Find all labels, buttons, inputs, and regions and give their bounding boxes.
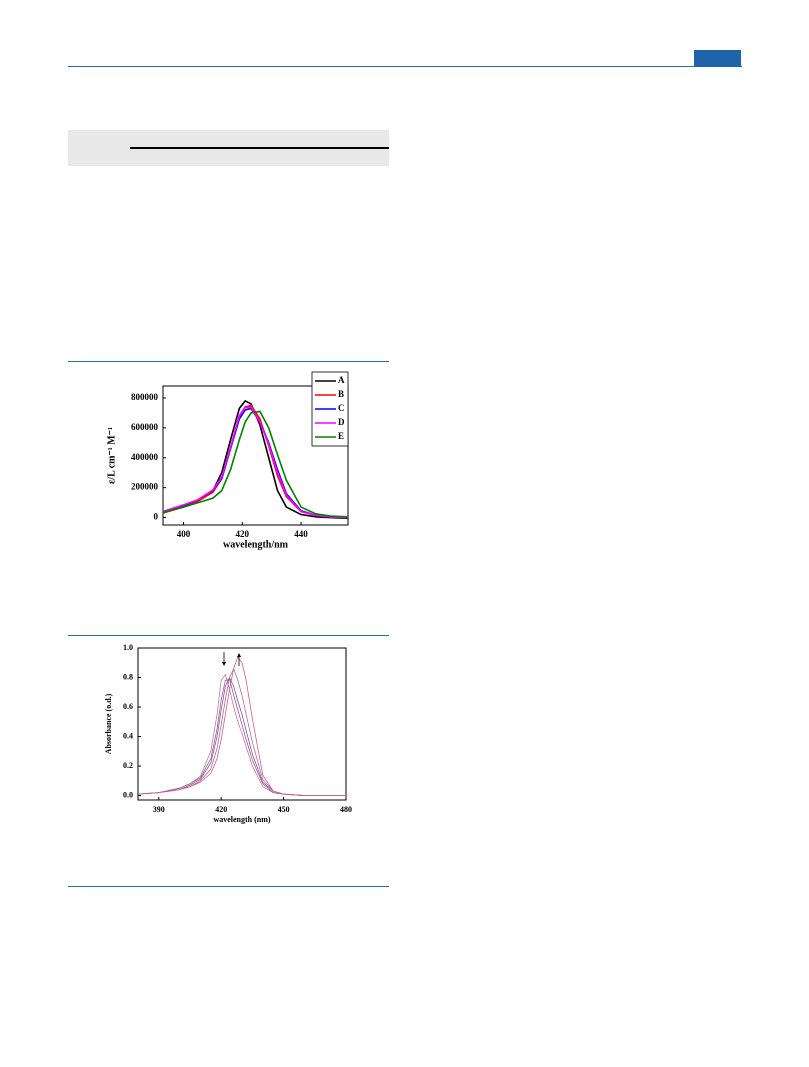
y-axis-label: ε/L cm⁻¹ M⁻¹ [106, 427, 117, 484]
table-rule [130, 147, 389, 149]
y-tick-label: 0.8 [123, 672, 133, 681]
y-tick-label: 0.2 [123, 761, 133, 770]
legend-label: C [338, 403, 345, 413]
y-tick-label: 800000 [131, 392, 159, 402]
y-tick-label: 0.6 [123, 702, 133, 711]
y-tick-label: 1.0 [123, 643, 133, 652]
plot-frame [137, 647, 347, 801]
x-tick-label: 440 [294, 529, 308, 539]
figure-rule [68, 886, 389, 887]
y-tick-label: 600000 [131, 422, 159, 432]
x-tick-label: 400 [177, 529, 191, 539]
series-line [137, 667, 346, 796]
figure-rule [68, 635, 389, 636]
legend-label: B [338, 389, 344, 399]
x-tick-label: 420 [236, 529, 250, 539]
legend-label: D [338, 417, 345, 427]
header-rule [68, 66, 742, 67]
legend-label: E [338, 431, 344, 441]
arrows [222, 652, 241, 666]
y-tick-label: 0.4 [123, 731, 133, 740]
x-tick-label: 450 [278, 805, 290, 814]
plot-frame [162, 385, 349, 526]
figure-rule [68, 361, 389, 362]
chart: 400 420 440 0 200000 400000 600000 800000 wavele… [106, 371, 349, 550]
series-line [162, 410, 349, 518]
series-line [137, 655, 346, 796]
series-line [162, 406, 349, 519]
x-tick-label: 480 [340, 805, 352, 814]
series-line [137, 673, 346, 796]
x-tick-label: 420 [215, 805, 227, 814]
x-axis-label: wavelength/nm [223, 539, 289, 550]
y-tick-label: 0 [154, 512, 159, 522]
x-axis-label: wavelength (nm) [213, 815, 270, 824]
header-box [694, 50, 741, 67]
x-tick-label: 390 [153, 805, 165, 814]
y-tick-label: 400000 [131, 452, 159, 462]
y-tick-label: 0.0 [123, 790, 133, 799]
series-line [137, 678, 346, 796]
chart: 390 420 450 480 0.0 0.2 0.4 0.6 0.8 1.0 wavelength… [104, 643, 352, 824]
y-axis-label: Absorbance (o.d.) [104, 693, 113, 754]
legend-label: A [338, 375, 345, 385]
y-tick-label: 200000 [131, 482, 159, 492]
